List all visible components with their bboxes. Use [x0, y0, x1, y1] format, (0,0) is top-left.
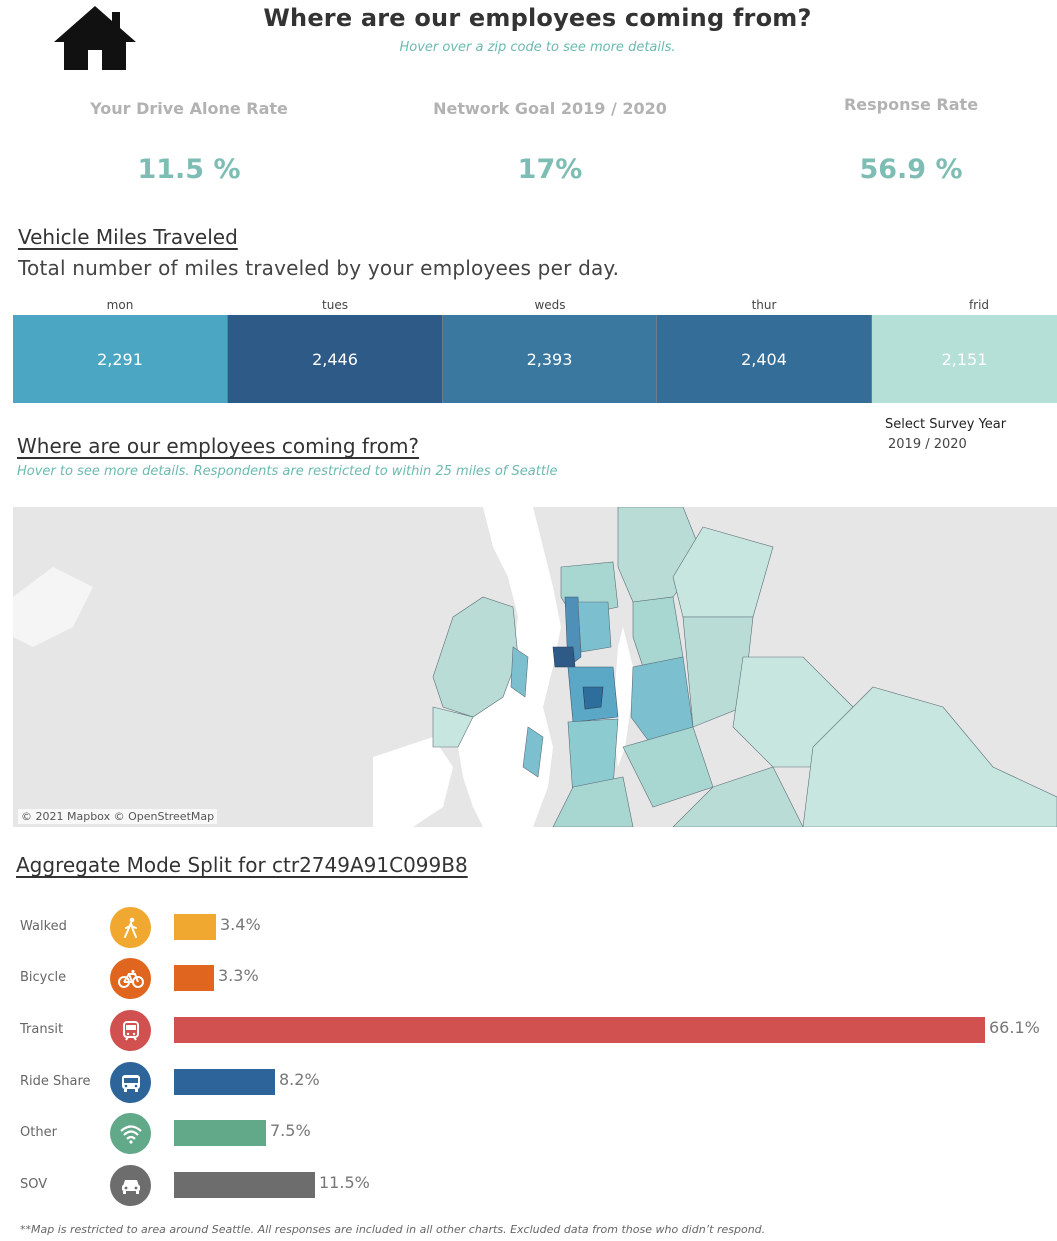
- mode-row-bicycle[interactable]: Bicycle 3.3%: [0, 958, 1057, 999]
- mode-bar[interactable]: [174, 1017, 985, 1043]
- vmt-cell-mon[interactable]: 2,291: [13, 315, 228, 403]
- kpi-network-goal-label: Network Goal 2019 / 2020: [433, 99, 667, 118]
- kpi-network-goal-value: 17%: [517, 154, 583, 185]
- day-label-tues: tues: [322, 298, 348, 312]
- mode-bar[interactable]: [174, 965, 214, 991]
- mode-value-label: 3.4%: [220, 915, 261, 934]
- page-title: Where are our employees coming from?: [263, 4, 812, 32]
- bicycle-icon: [110, 958, 151, 999]
- car-icon: [110, 1165, 151, 1206]
- walking-icon: [110, 907, 151, 948]
- survey-year-select[interactable]: 2019 / 2020: [888, 437, 967, 452]
- wifi-icon: [110, 1113, 151, 1154]
- mode-value-label: 3.3%: [218, 966, 259, 985]
- mode-value-label: 8.2%: [279, 1070, 320, 1089]
- mode-value-label: 7.5%: [270, 1121, 311, 1140]
- mode-value-label: 11.5%: [319, 1173, 370, 1192]
- vmt-cell-thur[interactable]: 2,404: [657, 315, 872, 403]
- bus-icon: [110, 1062, 151, 1103]
- mode-row-other[interactable]: Other 7.5%: [0, 1113, 1057, 1154]
- day-label-frid: frid: [968, 298, 990, 312]
- mode-bar[interactable]: [174, 1120, 266, 1146]
- mode-label: Ride Share: [20, 1074, 91, 1089]
- mode-split-title: Aggregate Mode Split for ctr2749A91C099B…: [16, 853, 468, 877]
- survey-year-label: Select Survey Year: [885, 417, 1007, 432]
- mode-row-sov[interactable]: SOV 11.5%: [0, 1165, 1057, 1206]
- mode-label: SOV: [20, 1177, 48, 1192]
- day-label-weds: weds: [534, 298, 566, 312]
- mode-bar[interactable]: [174, 914, 216, 940]
- map-title: Where are our employees coming from?: [17, 434, 420, 458]
- mode-row-ride-share[interactable]: Ride Share 8.2%: [0, 1062, 1057, 1103]
- mode-label: Walked: [20, 919, 67, 934]
- mode-label: Other: [20, 1125, 57, 1140]
- vmt-cell-weds[interactable]: 2,393: [443, 315, 657, 403]
- map-note: Hover to see more details. Respondents a…: [17, 464, 558, 479]
- vmt-title: Vehicle Miles Traveled: [18, 225, 238, 249]
- mode-bar[interactable]: [174, 1172, 315, 1198]
- kpi-response-rate-label: Response Rate: [843, 95, 979, 114]
- vmt-cell-tues[interactable]: 2,446: [228, 315, 443, 403]
- kpi-drive-alone-label: Your Drive Alone Rate: [90, 99, 288, 118]
- mode-label: Transit: [20, 1022, 64, 1037]
- vmt-description: Total number of miles traveled by your e…: [18, 256, 620, 280]
- mode-bar[interactable]: [174, 1069, 275, 1095]
- mode-value-label: 66.1%: [989, 1018, 1040, 1037]
- mode-label: Bicycle: [20, 970, 67, 985]
- vmt-cell-frid[interactable]: 2,151: [872, 315, 1057, 403]
- page-subtitle: Hover over a zip code to see more detail…: [399, 40, 676, 55]
- map-attribution[interactable]: © 2021 Mapbox © OpenStreetMap: [18, 809, 218, 824]
- train-icon: [110, 1010, 151, 1051]
- day-label-mon: mon: [106, 298, 134, 312]
- mode-row-walked[interactable]: Walked 3.4%: [0, 907, 1057, 948]
- mode-row-transit[interactable]: Transit 66.1%: [0, 1010, 1057, 1051]
- zip-code-map[interactable]: © 2021 Mapbox © OpenStreetMap: [13, 507, 1057, 827]
- kpi-response-rate-value: 56.9 %: [859, 154, 963, 185]
- footnote: **Map is restricted to area around Seatt…: [20, 1223, 766, 1236]
- kpi-drive-alone-value: 11.5 %: [137, 154, 241, 185]
- day-label-thur: thur: [751, 298, 777, 312]
- home-icon[interactable]: [50, 2, 140, 72]
